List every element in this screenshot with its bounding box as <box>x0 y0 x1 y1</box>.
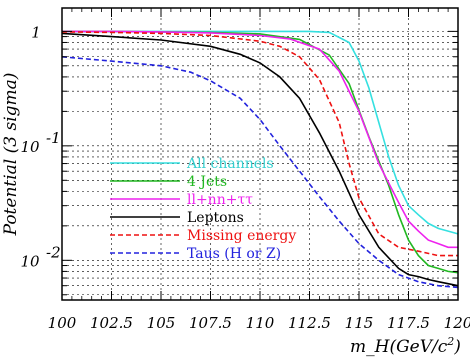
y-tick-exponent: -2 <box>46 243 61 261</box>
series-lines <box>61 30 459 289</box>
series-line-0 <box>62 30 459 235</box>
legend-label-2: ll+nn+ττ <box>187 192 253 208</box>
legend-label-4: Missing energy <box>187 228 296 244</box>
x-tick-label: 100 <box>48 314 77 332</box>
series-line-4 <box>61 31 458 257</box>
x-tick-label: 112.5 <box>288 314 331 332</box>
x-tick-label: 107.5 <box>189 314 232 332</box>
x-tick-label: 120 <box>444 314 470 332</box>
y-tick-exponent: -1 <box>46 129 61 147</box>
legend-label-0: All channels <box>186 156 274 172</box>
x-axis-title: m_H(GeV/c2) <box>350 335 461 357</box>
x-tick-label: 117.5 <box>387 314 430 332</box>
axis-ticks <box>61 8 459 300</box>
grid-lines <box>61 8 459 300</box>
y-axis-title: Potential (3 sigma) <box>1 73 21 237</box>
x-tick-label: 115 <box>345 314 374 332</box>
legend-label-1: 4 Jets <box>187 174 227 190</box>
x-tick-label: 105 <box>147 314 176 332</box>
series-line-3 <box>61 32 459 287</box>
legend-label-5: Taus (H or Z) <box>187 246 281 262</box>
y-tick-label: 1 <box>31 23 41 41</box>
y-tick-label: 10 <box>20 252 40 270</box>
x-tick-label: 110 <box>246 314 275 332</box>
x-tick-label: 102.5 <box>90 314 133 332</box>
series-line-2 <box>62 30 458 249</box>
y-tick-label: 10 <box>20 138 40 156</box>
legend: All channels 4 Jets ll+nn+ττ Leptons Missing… <box>110 156 296 262</box>
legend-label-3: Leptons <box>187 210 244 226</box>
